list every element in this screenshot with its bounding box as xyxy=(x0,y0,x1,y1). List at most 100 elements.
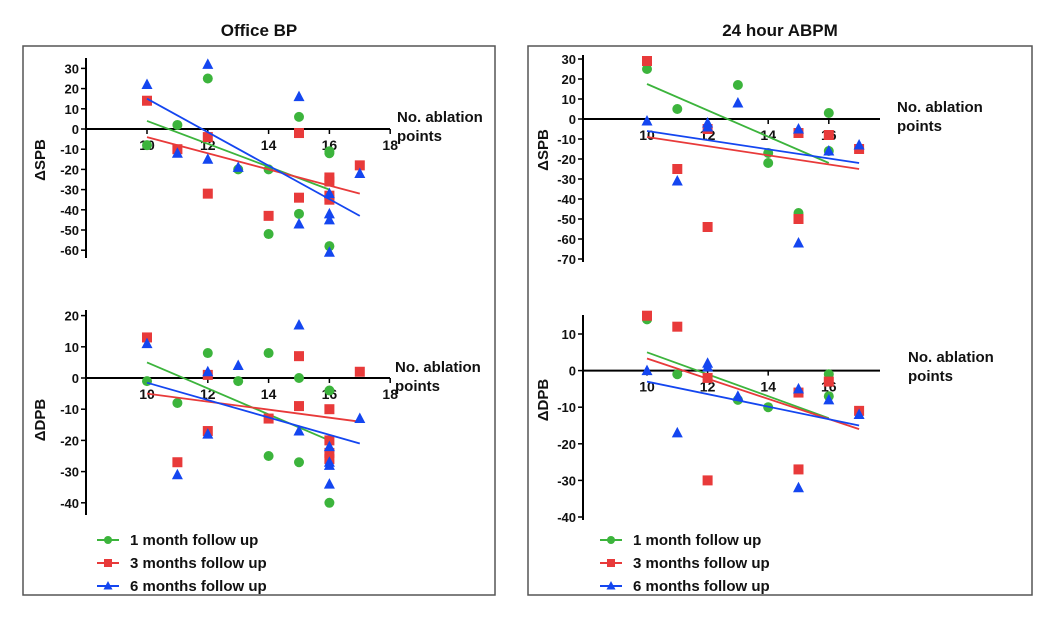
point-6m xyxy=(823,145,835,156)
square-marker-icon xyxy=(104,559,112,567)
y-tick-label: -20 xyxy=(60,162,79,177)
square-marker-icon xyxy=(607,559,615,567)
point-3m xyxy=(793,464,804,475)
y-tick-label: -60 xyxy=(557,232,576,247)
y-axis-label: ΔDPB xyxy=(535,379,552,422)
point-3m xyxy=(642,310,652,321)
point-1m xyxy=(263,229,274,240)
point-6m xyxy=(793,237,804,248)
y-tick-label: -20 xyxy=(557,437,576,452)
point-6m xyxy=(323,246,335,257)
y-tick-label: 0 xyxy=(72,122,79,137)
y-tick-label: -10 xyxy=(60,402,79,417)
x-tick-label: 14 xyxy=(760,379,776,395)
legend-item: 3 months follow up xyxy=(97,555,267,572)
point-1m xyxy=(324,146,335,157)
point-6m xyxy=(232,161,244,172)
x-tick-label: 10 xyxy=(639,379,655,395)
point-6m xyxy=(323,187,335,199)
trend-line-6m xyxy=(146,381,361,445)
y-tick-label: 0 xyxy=(569,364,576,379)
y-tick-label: -60 xyxy=(60,243,79,258)
y-tick-label: 10 xyxy=(65,340,79,355)
point-6m xyxy=(323,478,335,489)
legend-item: 1 month follow up xyxy=(600,532,761,549)
point-1m xyxy=(294,111,304,122)
trend-line-3m xyxy=(146,392,360,423)
y-tick-label: -30 xyxy=(60,465,79,480)
x-axis-label: No. ablation points xyxy=(908,349,994,385)
point-1m xyxy=(642,64,652,74)
point-3m xyxy=(202,132,213,143)
x-tick-label: 18 xyxy=(382,386,398,402)
y-tick-label: -40 xyxy=(557,510,576,525)
point-1m xyxy=(672,369,683,380)
point-6m xyxy=(293,318,305,330)
point-6m xyxy=(853,408,865,420)
legend-label: 3 months follow up xyxy=(130,555,267,572)
point-6m xyxy=(793,481,804,493)
legend-label: 1 month follow up xyxy=(130,532,258,549)
point-3m xyxy=(823,376,834,387)
point-1m xyxy=(172,397,183,408)
y-axis-label: ΔSPB xyxy=(535,129,552,171)
trend-line-3m xyxy=(146,136,361,195)
y-tick-label: -30 xyxy=(557,473,576,488)
point-6m xyxy=(293,425,305,436)
point-6m xyxy=(323,440,335,452)
trend-line-3m xyxy=(646,136,860,170)
triangle-marker-icon xyxy=(606,581,616,590)
point-1m xyxy=(202,73,213,84)
point-6m xyxy=(232,359,244,371)
point-3m xyxy=(263,210,274,221)
point-3m xyxy=(142,332,152,343)
y-tick-label: -30 xyxy=(557,172,576,187)
y-tick-label: -20 xyxy=(557,152,576,167)
y-tick-label: 20 xyxy=(562,72,576,87)
point-6m xyxy=(793,382,804,394)
point-6m xyxy=(293,90,305,102)
point-1m xyxy=(202,348,213,359)
legend-label: 6 months follow up xyxy=(633,578,770,595)
point-3m xyxy=(702,222,713,232)
legend-item: 6 months follow up xyxy=(600,578,770,595)
point-3m xyxy=(672,164,683,174)
y-tick-label: -50 xyxy=(557,212,576,227)
x-tick-label: 14 xyxy=(261,386,277,402)
point-1m xyxy=(672,104,683,114)
trend-line-6m xyxy=(146,97,361,217)
y-tick-label: -40 xyxy=(557,192,576,207)
point-6m xyxy=(823,393,835,405)
y-tick-label: 20 xyxy=(65,309,79,324)
y-tick-label: -30 xyxy=(60,183,79,198)
circle-marker-icon xyxy=(104,536,112,544)
point-3m xyxy=(702,475,713,486)
y-tick-label: 20 xyxy=(65,82,79,97)
point-3m xyxy=(324,447,335,458)
x-axis-label: No. ablation points xyxy=(897,99,983,135)
y-tick-label: 0 xyxy=(72,371,79,386)
y-axis-label: ΔSPB xyxy=(32,139,49,181)
point-6m xyxy=(171,468,183,480)
point-6m xyxy=(671,175,683,186)
left-panel-frame xyxy=(22,45,496,596)
point-3m xyxy=(324,435,335,446)
y-axis-label: ΔDPB xyxy=(32,399,49,442)
legend-label: 6 months follow up xyxy=(130,578,267,595)
x-tick-label: 10 xyxy=(639,127,655,143)
y-tick-label: 10 xyxy=(562,327,576,342)
point-1m xyxy=(142,376,152,387)
point-3m xyxy=(294,192,304,203)
point-3m xyxy=(294,128,304,139)
point-3m xyxy=(324,176,335,187)
y-tick-label: 10 xyxy=(562,92,576,107)
point-6m xyxy=(202,365,214,377)
trend-line-6m xyxy=(646,130,860,164)
point-1m xyxy=(324,241,335,252)
point-6m xyxy=(323,459,335,470)
point-3m xyxy=(172,457,183,468)
point-6m xyxy=(354,412,366,424)
title-24h-abpm: 24 hour ABPM xyxy=(722,21,838,40)
